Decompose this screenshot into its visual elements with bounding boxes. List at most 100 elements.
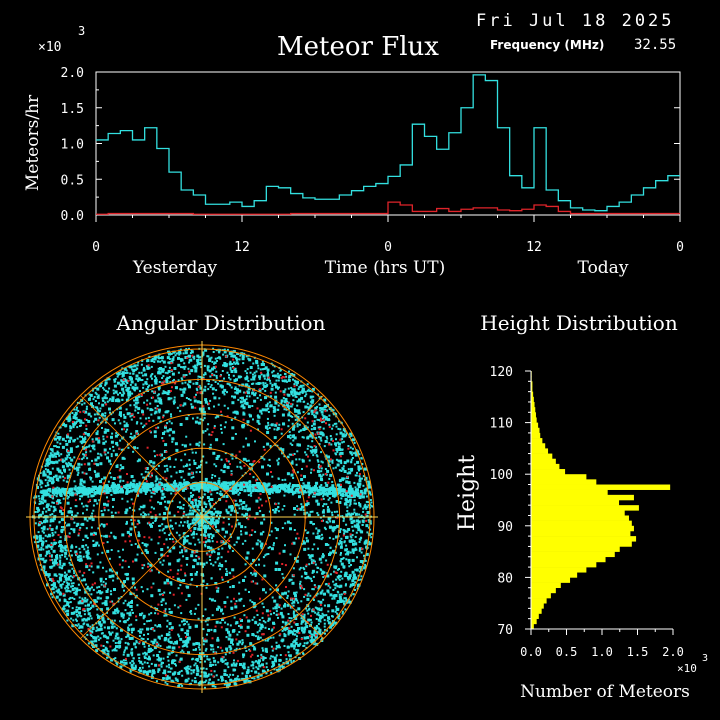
sky-dot (314, 606, 317, 609)
sky-dot (171, 659, 174, 662)
sky-dot (69, 590, 72, 593)
sky-dot (253, 572, 256, 575)
sky-dot (257, 382, 261, 385)
sky-dot (195, 516, 199, 520)
sky-dot (172, 356, 175, 359)
sky-dot (61, 531, 63, 534)
sky-dot (354, 542, 358, 546)
sky-dot (129, 669, 132, 672)
sky-dot (197, 465, 201, 469)
sky-dot (58, 446, 60, 449)
sky-dot (310, 640, 314, 643)
sky-dot (187, 472, 191, 476)
sky-dot (348, 485, 352, 489)
sky-dot (202, 584, 205, 587)
sky-dot (146, 662, 149, 664)
sky-dot (153, 629, 156, 632)
sky-dot (121, 367, 124, 370)
sky-dot (314, 627, 318, 631)
sky-dot (170, 679, 174, 683)
sky-dot (131, 392, 134, 395)
sky-dot (173, 402, 175, 405)
sky-dot (301, 629, 303, 632)
sky-dot (145, 672, 149, 676)
sky-dot (201, 509, 205, 512)
sky-dot (335, 578, 338, 581)
sky-dot (132, 372, 135, 375)
sky-dot (39, 472, 42, 474)
sky-dot (298, 423, 301, 426)
sky-dot (107, 652, 110, 655)
sky-dot (284, 602, 286, 605)
sky-dot (259, 636, 262, 639)
sky-dot (236, 353, 239, 355)
sky-dot (298, 443, 301, 447)
sky-dot (177, 363, 181, 367)
sky-dot (167, 397, 171, 401)
sky-dot (78, 596, 81, 599)
sky-dot (73, 591, 76, 594)
sky-dot (267, 424, 270, 427)
sky-dot (196, 400, 200, 404)
sky-dot (304, 451, 307, 454)
sky-dot (123, 420, 126, 423)
sky-dot (300, 620, 304, 624)
sky-dot (334, 584, 337, 587)
sky-dot (56, 446, 59, 448)
sky-dot (332, 549, 335, 553)
sky-dot (182, 651, 185, 654)
sky-dot (204, 660, 206, 663)
sky-dot (243, 679, 247, 683)
sky-dot (95, 626, 98, 629)
sky-dot (211, 614, 214, 617)
sky-dot (301, 468, 303, 470)
sky-dot (322, 415, 326, 419)
sky-dot (338, 568, 340, 570)
sky-dot (327, 455, 330, 459)
sky-dot (81, 435, 83, 438)
sky-dot (62, 605, 65, 608)
sky-dot (230, 507, 233, 510)
sky-dot (34, 541, 37, 544)
sky-dot (171, 358, 175, 361)
sky-dot (198, 503, 201, 506)
sky-dot (349, 446, 352, 449)
sky-dot (46, 461, 49, 463)
sky-dot (61, 607, 65, 611)
sky-dot (217, 587, 220, 590)
sky-dot (181, 382, 184, 385)
sky-dot (363, 567, 366, 570)
sky-dot (181, 645, 184, 648)
sky-dot (86, 587, 89, 590)
sky-dot (53, 454, 56, 457)
sky-dot (191, 550, 195, 554)
sky-dot (292, 604, 295, 607)
sky-dot (170, 651, 173, 654)
sky-dot (290, 390, 294, 394)
sky-dot (356, 587, 359, 590)
sky-dot (151, 672, 154, 675)
sky-dot (287, 633, 290, 636)
sky-dot (347, 553, 350, 556)
sky-dot (235, 411, 239, 415)
sky-dot (275, 603, 279, 607)
sky-dot (192, 382, 195, 385)
sky-dot (280, 612, 283, 615)
sky-dot (219, 514, 222, 517)
sky-dot (342, 565, 346, 569)
sky-dot (106, 588, 109, 591)
sky-dot (278, 386, 280, 389)
sky-dot (46, 464, 49, 467)
sky-dot (253, 616, 256, 619)
sky-dot (289, 434, 292, 437)
sky-dot (82, 441, 85, 443)
sky-dot (107, 480, 110, 483)
sky-dot (62, 423, 65, 427)
sky-dot (308, 555, 312, 559)
sky-dot (167, 390, 171, 393)
sky-dot (105, 590, 109, 593)
sky-dot (92, 447, 95, 450)
sky-dot (164, 681, 167, 684)
sky-dot (202, 376, 205, 379)
sky-dot (225, 530, 228, 534)
